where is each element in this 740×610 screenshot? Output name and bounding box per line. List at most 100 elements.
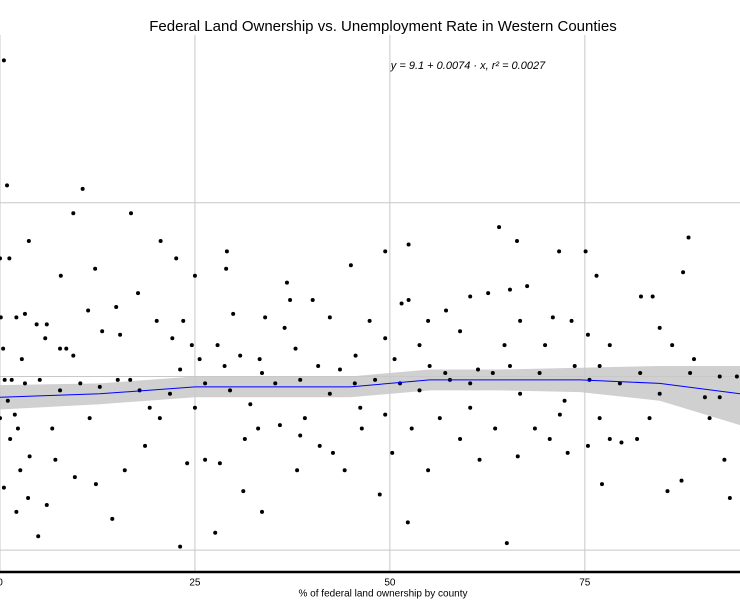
point [203, 381, 208, 386]
point [406, 298, 411, 303]
point [330, 450, 335, 455]
point [53, 457, 58, 462]
point [228, 388, 233, 393]
point [569, 318, 574, 323]
point [154, 318, 159, 323]
point [348, 263, 353, 268]
point [717, 374, 722, 379]
point [468, 381, 473, 386]
point [18, 468, 23, 473]
x-tick-label: 75 [579, 578, 591, 589]
point [392, 357, 397, 362]
point [562, 398, 567, 403]
point [80, 186, 85, 191]
point [607, 343, 612, 348]
point [352, 381, 357, 386]
point [514, 238, 519, 243]
point [409, 426, 414, 431]
point [295, 468, 300, 473]
point [599, 482, 604, 487]
point [722, 457, 727, 462]
point [1, 346, 6, 351]
point [217, 461, 222, 466]
point [597, 416, 602, 421]
point [525, 284, 530, 289]
point [702, 395, 707, 400]
point [293, 346, 298, 351]
point [427, 364, 432, 369]
point [670, 343, 675, 348]
point [594, 273, 599, 278]
point [486, 291, 491, 296]
point [383, 336, 388, 341]
point [619, 440, 624, 445]
point [426, 318, 431, 323]
point [178, 367, 183, 372]
point [383, 249, 388, 254]
point [399, 301, 404, 306]
point [557, 412, 562, 417]
point [565, 450, 570, 455]
point [170, 336, 175, 341]
point [248, 402, 253, 407]
point [224, 249, 229, 254]
point [44, 502, 49, 507]
point [458, 329, 463, 334]
point [273, 381, 278, 386]
point [143, 443, 148, 448]
point [657, 325, 662, 330]
point [87, 416, 92, 421]
point [14, 315, 19, 320]
point [288, 298, 293, 303]
point [707, 416, 712, 421]
point [302, 416, 307, 421]
point [197, 357, 202, 362]
x-axis-label: % of federal land ownership by county [299, 589, 468, 600]
point [638, 370, 643, 375]
point [681, 270, 686, 275]
point [50, 426, 55, 431]
point [224, 266, 229, 271]
annotation: y = 9.1 + 0.0074 · x, r² = 0.0027 [390, 60, 546, 72]
point [443, 370, 448, 375]
point [167, 391, 172, 396]
point [5, 183, 10, 188]
point [1, 58, 6, 63]
point [367, 318, 372, 323]
point [114, 304, 119, 309]
point [93, 266, 98, 271]
point [241, 489, 246, 494]
point [26, 238, 31, 243]
point [507, 364, 512, 369]
point [468, 294, 473, 299]
point [93, 482, 98, 487]
point [550, 315, 555, 320]
point [7, 256, 12, 261]
point [257, 357, 262, 362]
point [327, 315, 332, 320]
point [110, 516, 115, 521]
point [458, 436, 463, 441]
point [34, 322, 39, 327]
point [617, 381, 622, 386]
point [475, 367, 480, 372]
point [353, 353, 358, 358]
point [78, 381, 83, 386]
point [518, 318, 523, 323]
point [22, 311, 27, 316]
point [0, 416, 2, 421]
point [282, 325, 287, 330]
point [477, 457, 482, 462]
point [417, 343, 422, 348]
point [359, 426, 364, 431]
point [383, 412, 388, 417]
point [0, 315, 3, 320]
point [9, 377, 14, 382]
point [185, 461, 190, 466]
point [317, 443, 322, 448]
point [691, 357, 696, 362]
point [256, 426, 261, 431]
point [468, 405, 473, 410]
point [203, 457, 208, 462]
